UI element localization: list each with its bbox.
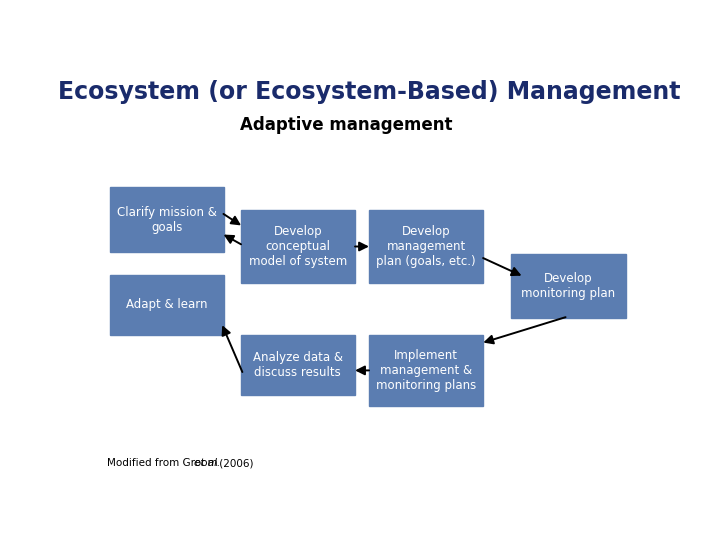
FancyBboxPatch shape <box>511 254 626 319</box>
Text: Adaptive management: Adaptive management <box>240 116 453 134</box>
Text: Implement
management &
monitoring plans: Implement management & monitoring plans <box>376 349 477 392</box>
Text: Develop
conceptual
model of system: Develop conceptual model of system <box>248 225 347 268</box>
FancyBboxPatch shape <box>109 275 224 335</box>
Text: Develop
monitoring plan: Develop monitoring plan <box>521 272 616 300</box>
Text: Modified from Groom: Modified from Groom <box>107 458 220 468</box>
Text: Adapt & learn: Adapt & learn <box>126 299 207 312</box>
Text: Analyze data &
discuss results: Analyze data & discuss results <box>253 351 343 379</box>
Text: Clarify mission &
goals: Clarify mission & goals <box>117 206 217 234</box>
FancyBboxPatch shape <box>109 187 224 252</box>
FancyBboxPatch shape <box>369 210 483 283</box>
FancyBboxPatch shape <box>240 210 355 283</box>
FancyBboxPatch shape <box>240 335 355 395</box>
Text: et al.: et al. <box>194 458 220 468</box>
Text: Ecosystem (or Ecosystem-Based) Management: Ecosystem (or Ecosystem-Based) Managemen… <box>58 80 680 104</box>
Text: (2006): (2006) <box>216 458 253 468</box>
Text: Develop
management
plan (goals, etc.): Develop management plan (goals, etc.) <box>377 225 476 268</box>
FancyBboxPatch shape <box>369 335 483 406</box>
